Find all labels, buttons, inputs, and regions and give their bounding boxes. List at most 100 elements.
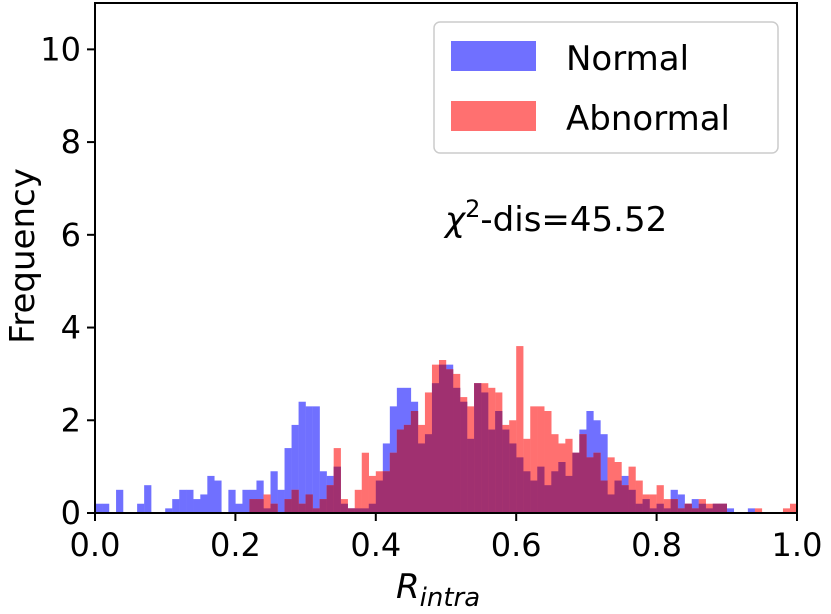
overlap-bar [677,508,685,513]
overlap-bar [530,480,538,513]
legend-swatch-normal [451,41,536,71]
normal-bar [291,424,299,513]
overlap-bar [719,503,727,513]
abnormal-bar [530,406,538,513]
overlap-bar [354,508,362,513]
normal-bar [193,499,201,513]
overlap-bar [389,452,398,513]
legend: Normal Abnormal [433,21,779,154]
overlap-bar [495,411,503,513]
normal-bar [284,448,292,513]
overlap-bar [509,443,517,513]
overlap-bar [558,462,566,513]
overlap-bar [649,508,657,513]
normal-bar [256,480,264,513]
abnormal-bar [368,475,376,513]
y-axis: 0 2 4 6 8 10 [40,30,95,532]
overlap-bar [375,480,384,513]
overlap-bar [593,452,601,513]
normal-bar [298,401,306,513]
normal-bar [270,471,278,513]
overlap-bar [551,471,559,513]
overlap-bar [544,485,552,513]
overlap-bar [663,508,671,513]
plot-frame [94,2,798,514]
overlap-bar [502,429,510,513]
normal-bar [600,434,608,513]
normal-bar [677,494,685,513]
x-tick-label: 0.0 [70,526,121,564]
abnormal-bar [649,494,657,513]
overlap-bar [298,503,306,513]
normal-bar [207,475,215,513]
abnormal-bar [544,411,552,513]
normal-bar [186,489,194,513]
x-tick-label: 1.0 [772,526,823,564]
chi-distance-text: -dis=45.52 [480,200,667,240]
overlap-bar [453,387,461,513]
overlap-bar [291,489,299,513]
overlap-bar [403,424,412,513]
overlap-bar [305,494,313,513]
overlap-bar [431,383,440,513]
overlap-bar [628,489,636,513]
legend-label-abnormal: Abnormal [566,99,730,139]
overlap-bar [600,480,608,513]
overlap-bar [446,369,454,513]
normal-bar [747,508,756,513]
legend-label-normal: Normal [566,39,689,79]
overlap-bar [670,499,678,513]
overlap-bar [572,452,580,513]
x-tick-label: 0.8 [631,526,682,564]
normal-bar [144,485,152,513]
x-axis-label-main: R [396,567,420,607]
overlap-bar [698,503,706,513]
y-tick-label: 10 [40,30,81,68]
abnormal-bar [754,508,763,513]
normal-bar [305,406,313,513]
overlap-bar [256,499,264,513]
overlap-bar [347,508,355,513]
normal-bar [137,503,145,513]
overlap-bar [691,508,699,513]
y-axis-label: Frequency [3,168,43,344]
overlap-bar [705,508,713,513]
overlap-bar [642,499,650,513]
overlap-bar [270,503,278,513]
overlap-bar [340,503,348,513]
normal-bar [228,489,236,513]
x-axis: 0.0 0.2 0.4 0.6 0.8 1.0 [70,513,823,564]
y-tick-label: 0 [61,494,81,532]
overlap-bar [607,494,615,513]
abnormal-bar [789,503,798,513]
normal-bar [691,499,699,513]
overlap-bar [684,503,692,513]
x-axis-label-subscript: intra [420,583,481,613]
overlap-bar [284,499,292,513]
overlap-bar [333,466,341,513]
y-tick-label: 8 [61,123,81,161]
overlap-bar [460,401,468,513]
abnormal-bar [263,494,271,513]
overlap-bar [579,434,587,513]
normal-bar [277,489,285,513]
chi-square-annotation: χ2-dis=45.52 [443,195,667,240]
x-tick-label: 0.6 [491,526,542,564]
abnormal-bar [537,406,545,513]
overlap-bar [467,438,475,513]
normal-bar [102,503,110,513]
y-tick-label: 2 [61,401,81,439]
overlap-bar [326,485,334,513]
abnormal-bar [607,457,615,513]
y-tick-label: 6 [61,216,81,254]
overlap-bar [424,434,433,513]
overlap-bar [481,392,489,513]
overlap-bar [263,508,271,513]
overlap-bar [614,480,622,513]
overlap-bar [474,383,482,513]
overlap-bar [368,503,376,513]
chi-symbol: χ [443,200,467,240]
overlap-bar [438,364,447,513]
normal-bar [172,499,180,513]
normal-bar [235,503,243,513]
